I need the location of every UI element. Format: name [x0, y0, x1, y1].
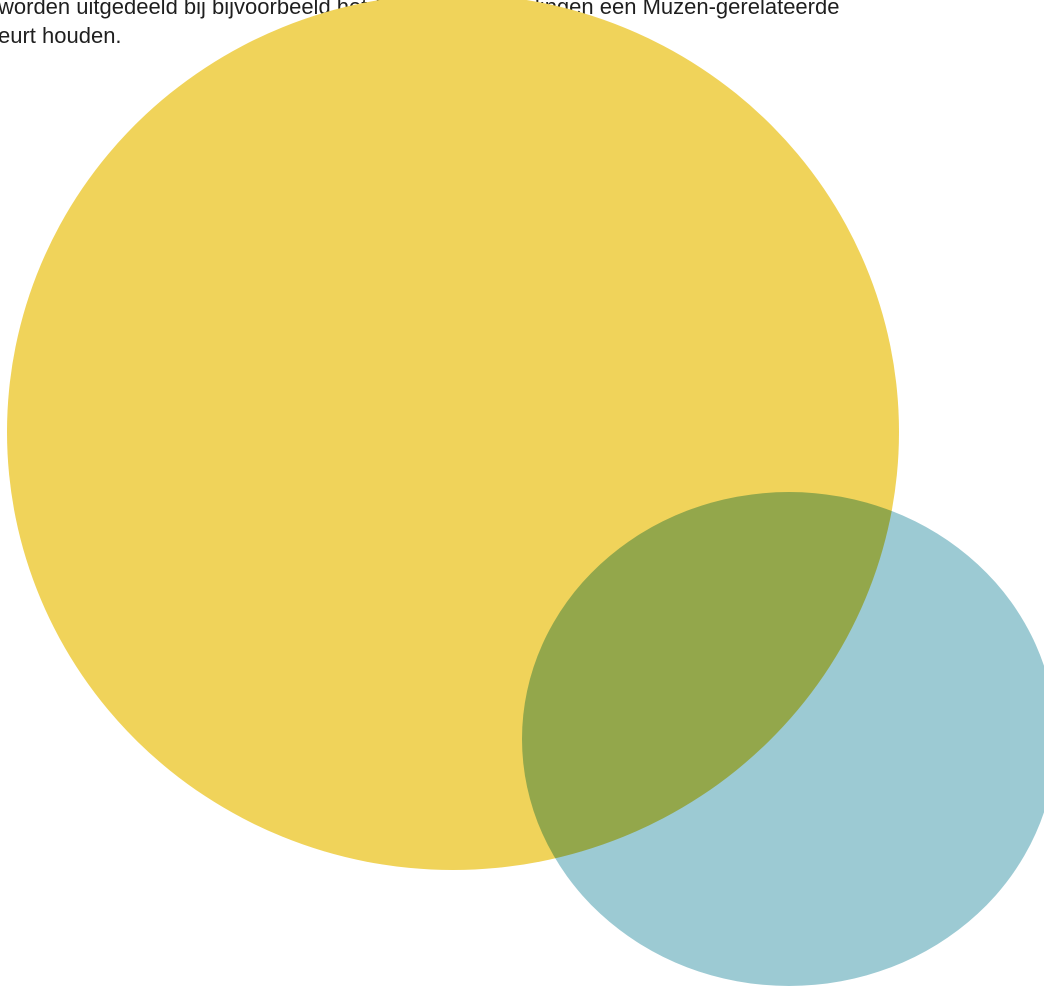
body-text-line-2: eurt houden.: [0, 23, 122, 48]
blue-circle: [522, 492, 1044, 986]
